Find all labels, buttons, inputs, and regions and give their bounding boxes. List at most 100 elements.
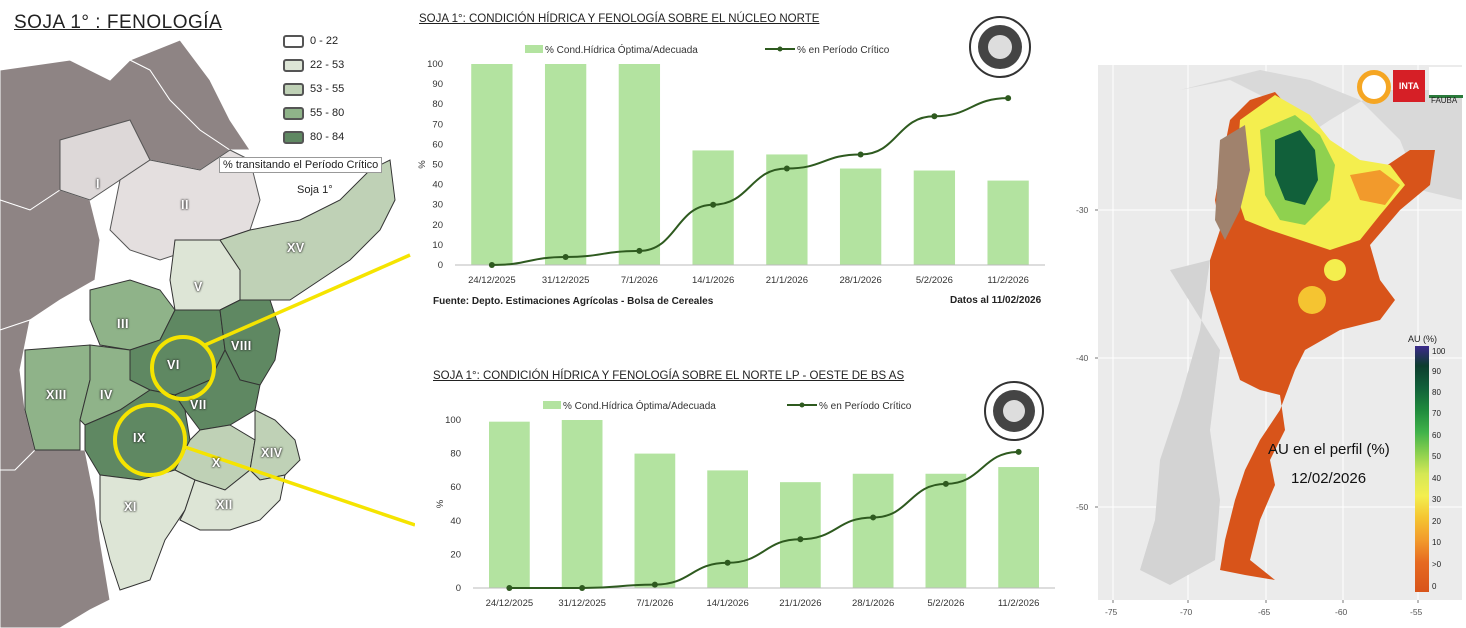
top-line-point-5 <box>857 151 864 158</box>
bottom-line-point-1 <box>579 585 586 591</box>
colorbar <box>1415 346 1429 592</box>
lat-tick-30: -30 <box>1076 205 1089 215</box>
top-bar-0 <box>471 64 513 265</box>
bottom-line-point-5 <box>870 514 877 521</box>
bottom-xtick-5: 28/1/2026 <box>852 598 894 609</box>
bottom-xtick-2: 7/1/2026 <box>636 598 673 609</box>
chart-bottom-svg: % Cond.Hídrica Óptima/Adecuada % en Perío… <box>435 399 1055 609</box>
bottom-ylabel: % <box>435 499 446 508</box>
region-XIV <box>249 409 301 481</box>
top-ylabel: % <box>417 160 428 169</box>
bottom-bar-7 <box>998 467 1039 588</box>
bottom-legend-line-label: % en Período Crítico <box>819 401 912 412</box>
highlight-circle-VI <box>150 335 216 401</box>
top-line-point-4 <box>783 165 790 172</box>
legend-subtitle: Soja 1° <box>297 184 333 196</box>
bottom-legend-bar-label: % Cond.Hídrica Óptima/Adecuada <box>563 399 716 412</box>
bottom-ytick-60: 60 <box>450 482 461 493</box>
region-label-XIV: XIV <box>261 446 283 460</box>
phenology-map <box>0 39 415 628</box>
chart-source: Fuente: Depto. Estimaciones Agrícolas - … <box>433 296 714 307</box>
connector-line-top <box>204 253 411 347</box>
region-label-XV: XV <box>287 241 305 255</box>
legend-swatch-4 <box>283 106 304 120</box>
colorbar-tick-20: 20 <box>1432 517 1441 526</box>
top-xtick-6: 5/2/2026 <box>916 275 953 286</box>
top-ytick-40: 40 <box>432 180 443 191</box>
colorbar-tick-40: 40 <box>1432 474 1441 483</box>
top-legend-bar-swatch <box>525 45 543 53</box>
top-line-point-3 <box>710 201 717 208</box>
bottom-line-point-0 <box>506 585 513 591</box>
legend-item-4: 55 - 80 <box>283 104 344 122</box>
chart-top-svg: % Cond.Hídrica Óptima/Adecuada % en Perío… <box>417 43 1045 286</box>
top-bar-2 <box>618 64 661 265</box>
bottom-line-point-2 <box>651 581 658 588</box>
chart-nucleo-norte: SOJA 1°: CONDICIÓN HÍDRICA Y FENOLOGÍA S… <box>415 0 1060 320</box>
legend-swatch-3 <box>283 82 304 96</box>
bottom-ytick-40: 40 <box>450 516 461 527</box>
top-ytick-80: 80 <box>432 99 443 110</box>
top-xtick-1: 31/12/2025 <box>542 275 590 286</box>
legend-swatch-1 <box>283 34 304 48</box>
region-label-XIII: XIII <box>46 388 67 402</box>
bottom-bar-0 <box>489 421 530 588</box>
top-xtick-0: 24/12/2025 <box>468 275 516 286</box>
region-XII <box>179 469 286 531</box>
colorbar-tick-100: 100 <box>1432 347 1446 356</box>
chart-title-bottom: SOJA 1°: CONDICIÓN HÍDRICA Y FENOLOGÍA S… <box>433 370 905 382</box>
top-ytick-100: 100 <box>427 59 443 70</box>
province-dark-4 <box>0 449 111 628</box>
bottom-ytick-80: 80 <box>450 449 461 460</box>
bottom-xtick-6: 5/2/2026 <box>927 598 964 609</box>
colorbar-tick-10: 10 <box>1432 538 1441 547</box>
bolsa-cereales-logo-bottom <box>984 381 1044 441</box>
region-label-XII: XII <box>216 498 233 512</box>
inta-logo: INTA <box>1393 70 1425 102</box>
province-dark-2 <box>0 189 101 331</box>
colorbar-tick-50: 50 <box>1432 452 1441 461</box>
highlight-circle-IX <box>113 403 187 477</box>
moisture-spot-1 <box>1298 286 1326 314</box>
region-XI <box>99 469 196 591</box>
chart-title-top: SOJA 1°: CONDICIÓN HÍDRICA Y FENOLOGÍA S… <box>419 13 820 25</box>
bottom-line-point-6 <box>942 480 949 487</box>
top-xtick-7: 11/2/2026 <box>987 275 1029 286</box>
legend-label-3: 53 - 55 <box>310 83 345 95</box>
bottom-xtick-7: 11/2/2026 <box>998 598 1040 609</box>
conicet-icon <box>1357 70 1391 104</box>
top-line-point-0 <box>488 262 495 268</box>
top-ytick-30: 30 <box>432 200 443 211</box>
legend-caption: % transitando el Período Crítico <box>219 157 383 173</box>
legend-item-5: 80 - 84 <box>283 128 344 146</box>
phenology-map-panel: SOJA 1° : FENOLOGÍA 0 - 22 22 - 53 53 - … <box>0 0 415 628</box>
top-ytick-60: 60 <box>432 139 443 150</box>
top-legend-line-marker <box>777 46 783 52</box>
neighbour-land <box>1180 70 1462 200</box>
province-dark-5 <box>128 39 251 151</box>
au-map-label: AU en el perfil (%) <box>1268 441 1390 458</box>
region-label-VII: VII <box>190 398 207 412</box>
region-XV <box>219 159 396 301</box>
region-label-VI: VI <box>167 358 180 372</box>
bottom-xtick-4: 21/1/2026 <box>779 598 821 609</box>
moisture-zone-orange <box>1350 170 1400 205</box>
au-map-panel: INTA FAUBA AU (%) 100 90 80 70 60 50 40 … <box>1060 0 1466 628</box>
top-line-point-1 <box>562 253 569 260</box>
lon-tick-55: -55 <box>1410 607 1423 617</box>
region-label-XI: XI <box>124 500 137 514</box>
colorbar-tick-30: 30 <box>1432 495 1441 504</box>
bottom-ytick-0: 0 <box>456 583 461 594</box>
moisture-spot-2 <box>1324 259 1346 281</box>
legend-label-5: 80 - 84 <box>310 131 345 143</box>
region-label-III: III <box>117 317 129 331</box>
map-title: SOJA 1° : FENOLOGÍA <box>14 12 223 33</box>
legend-label-4: 55 - 80 <box>310 107 345 119</box>
moisture-zone-darkgreen <box>1275 130 1318 205</box>
top-xtick-5: 28/1/2026 <box>839 275 881 286</box>
lon-tick-70: -70 <box>1180 607 1193 617</box>
fauba-logo-label: FAUBA <box>1431 96 1458 105</box>
bottom-bar-3 <box>707 470 748 588</box>
top-line-point-6 <box>931 113 938 120</box>
andes-zone <box>1215 125 1250 240</box>
